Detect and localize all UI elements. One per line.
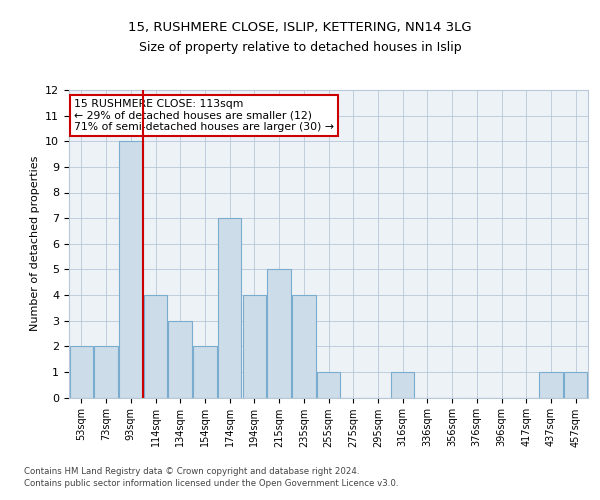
Text: Size of property relative to detached houses in Islip: Size of property relative to detached ho… bbox=[139, 41, 461, 54]
Bar bbox=[539, 372, 563, 398]
Y-axis label: Number of detached properties: Number of detached properties bbox=[29, 156, 40, 332]
Bar bbox=[144, 295, 167, 398]
Bar bbox=[169, 320, 192, 398]
Bar bbox=[268, 270, 291, 398]
Bar bbox=[564, 372, 587, 398]
Bar bbox=[317, 372, 340, 398]
Bar bbox=[292, 295, 316, 398]
Bar bbox=[70, 346, 93, 398]
Bar bbox=[119, 141, 143, 398]
Bar bbox=[218, 218, 241, 398]
Text: Contains HM Land Registry data © Crown copyright and database right 2024.: Contains HM Land Registry data © Crown c… bbox=[24, 466, 359, 475]
Bar bbox=[391, 372, 415, 398]
Text: 15 RUSHMERE CLOSE: 113sqm
← 29% of detached houses are smaller (12)
71% of semi-: 15 RUSHMERE CLOSE: 113sqm ← 29% of detac… bbox=[74, 99, 334, 132]
Text: 15, RUSHMERE CLOSE, ISLIP, KETTERING, NN14 3LG: 15, RUSHMERE CLOSE, ISLIP, KETTERING, NN… bbox=[128, 21, 472, 34]
Bar bbox=[242, 295, 266, 398]
Bar bbox=[94, 346, 118, 398]
Text: Contains public sector information licensed under the Open Government Licence v3: Contains public sector information licen… bbox=[24, 480, 398, 488]
Bar bbox=[193, 346, 217, 398]
